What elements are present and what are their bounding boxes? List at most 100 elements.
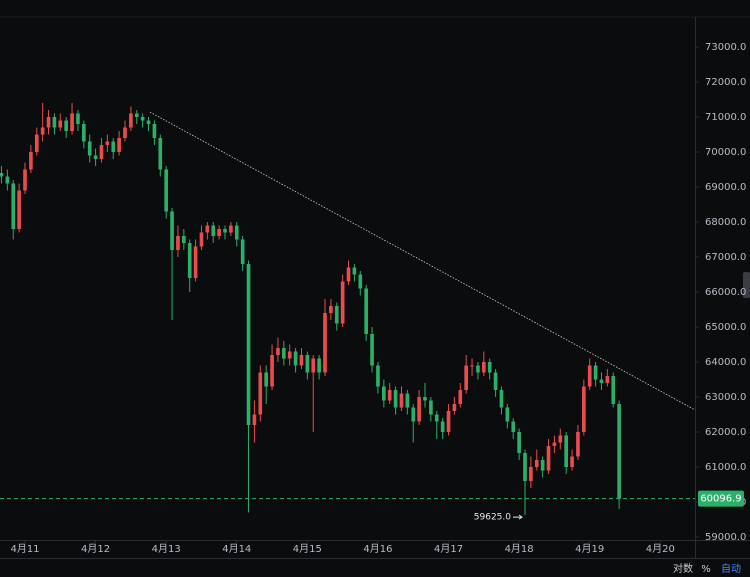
candle-body [152,123,157,138]
x-tick-label: 4月19 [575,543,604,555]
candle-body [376,365,380,387]
y-tick-label: 73000.0 [705,42,746,53]
y-tick-label: 61000.0 [705,462,746,473]
x-tick-label: 4月16 [363,543,392,555]
candle-body [417,396,421,422]
candle-body [593,365,598,380]
candle-body [29,151,33,170]
candle-body [482,361,486,373]
x-tick-label: 4月13 [152,543,181,555]
candle-body [393,389,398,408]
candle-body [411,407,416,422]
candle-body [117,137,121,152]
candle-body [87,141,92,156]
y-tick-label: 64000.0 [705,357,746,368]
candle-body [264,372,268,387]
candle-body [334,305,339,324]
side-tab[interactable] [743,272,750,298]
candle-body [329,305,333,313]
candle-body [370,333,374,366]
candle-body [187,242,192,278]
candle-body [170,211,174,250]
candle-body [446,411,451,433]
candle-body [434,414,439,422]
candle-body [111,141,116,152]
candle-body [517,432,521,454]
candle-body [399,393,404,408]
candle-body [0,172,4,177]
candle-body [5,176,10,184]
candle-body [211,225,216,236]
candle-body [158,137,163,170]
candle-body [546,446,551,471]
candle-body [52,116,57,128]
candle-body [217,228,221,236]
candle-body [464,365,468,390]
candle-body [523,453,527,482]
candle-body [576,432,580,457]
candle-body [358,274,363,289]
candle-body [82,123,86,142]
candle-body [34,134,39,152]
y-tick-label: 70000.0 [705,147,746,158]
candle-body [423,396,427,401]
candle-body [505,407,510,422]
candle-body [23,169,27,191]
candle-body [405,393,410,408]
candle-body [140,116,145,121]
y-tick-label: 62000.0 [705,427,746,438]
y-tick-label: 66000.0 [705,287,746,298]
candle-body [570,456,574,468]
percent-toggle[interactable]: % [701,564,711,575]
candle-body [287,351,292,359]
candle-body [299,354,304,366]
candle-body [429,400,433,415]
candle-body [364,288,368,334]
candle-body [146,120,151,124]
y-tick-label: 71000.0 [705,112,746,123]
candle-body [534,460,539,468]
candle-body [476,365,480,373]
x-tick-label: 4月18 [505,543,534,555]
candle-body [134,113,139,117]
candle-body [305,354,310,373]
y-tick-label: 63000.0 [705,392,746,403]
candle-body [617,403,621,499]
candle-body [470,365,474,367]
candle-body [70,113,74,131]
candle-body [346,267,351,282]
candle-body [11,183,16,229]
candle-body [205,225,210,233]
candle-body [564,435,568,468]
candle-body [452,403,457,411]
candle-body [240,239,245,264]
candle-body [529,467,533,482]
candle-body [40,127,45,135]
y-tick-label: 68000.0 [705,217,746,228]
log-toggle[interactable]: 对数 [673,562,693,575]
last-price-box [698,490,744,507]
x-tick-label: 4月20 [646,543,675,555]
candle-body [311,358,316,373]
candle-body [323,312,327,373]
candle-body [487,361,492,373]
auto-toggle[interactable]: 自动 [721,562,741,575]
y-tick-label: 72000.0 [705,77,746,88]
x-tick-label: 4月15 [293,543,322,555]
candle-body [176,235,180,250]
candle-body [58,120,63,128]
candle-body [317,358,321,373]
candle-body [182,235,186,243]
candle-body [234,225,239,240]
candle-body [511,421,516,433]
candle-body [599,379,604,383]
low-arrow-head [518,514,523,520]
candle-body [558,435,563,443]
candle-body [129,113,133,128]
candle-body [387,389,392,401]
candle-body [540,460,545,471]
candle-body [352,267,357,275]
low-label: 59625.0 [474,513,511,523]
